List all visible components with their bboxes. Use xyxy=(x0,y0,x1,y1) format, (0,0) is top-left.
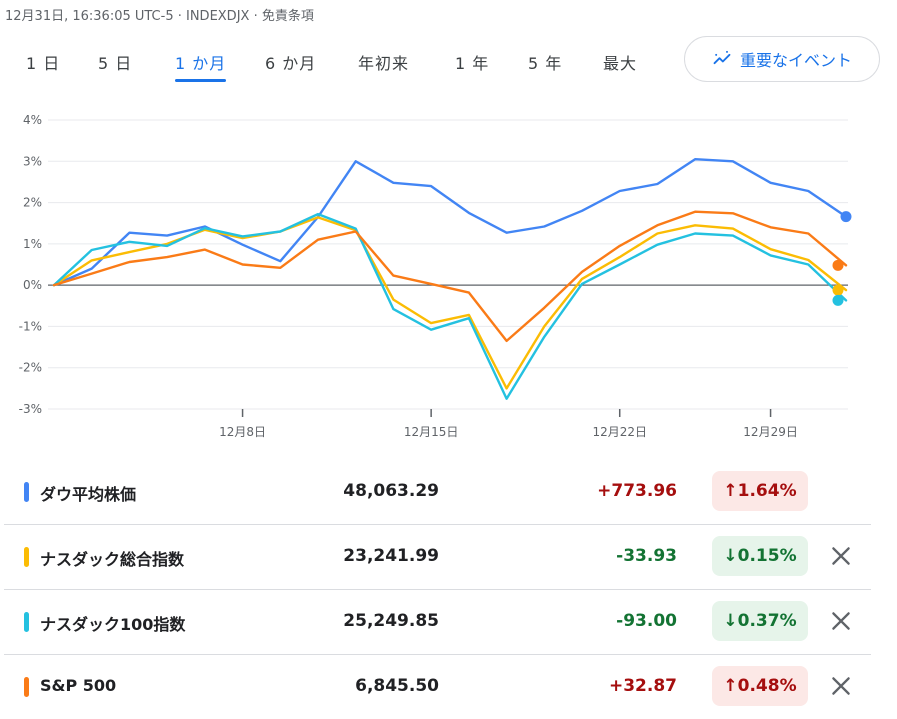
index-change-percent: ↓0.15% xyxy=(712,536,808,576)
x-tick-label: 12月8日 xyxy=(219,425,266,439)
y-tick-label: -1% xyxy=(19,319,42,333)
key-events-label: 重要なイベント xyxy=(739,51,852,70)
y-tick-label: 1% xyxy=(23,237,42,251)
index-change-percent: ↓0.37% xyxy=(712,601,808,641)
index-row-nasdaq100[interactable]: ナスダック100指数 25,249.85 -93.00 ↓0.37% xyxy=(4,590,871,655)
index-change-percent: ↑1.64% xyxy=(712,471,808,511)
header-meta: 12月31日, 16:36:05 UTC-5 · INDEXDJX · 免責条項 xyxy=(5,9,314,24)
y-tick-label: 4% xyxy=(23,113,42,127)
index-row-nasdaq[interactable]: ナスダック総合指数 23,241.99 -33.93 ↓0.15% xyxy=(4,525,871,590)
tab-1m[interactable]: 1 か月 xyxy=(175,50,227,82)
x-tick-label: 12月29日 xyxy=(743,425,798,439)
y-tick-label: 0% xyxy=(23,278,42,292)
series-end-point-3 xyxy=(832,259,844,271)
index-row-dow[interactable]: ダウ平均株価 48,063.29 +773.96 ↑1.64% xyxy=(4,460,871,525)
key-events-button[interactable]: 重要なイベント xyxy=(684,36,880,82)
tab-1y[interactable]: 1 年 xyxy=(455,54,490,73)
index-change: -33.93 xyxy=(616,546,677,566)
series-color-swatch xyxy=(24,547,29,567)
index-change: +773.96 xyxy=(597,481,677,501)
tab-6m[interactable]: 6 か月 xyxy=(265,54,317,73)
series-line-2 xyxy=(52,212,848,400)
range-tabs: 1 日 5 日 1 か月 6 か月 年初来 1 年 5 年 最大 xyxy=(0,36,897,86)
tab-ytd[interactable]: 年初来 xyxy=(358,54,410,73)
index-price: 48,063.29 xyxy=(343,481,439,501)
tab-max[interactable]: 最大 xyxy=(603,54,638,73)
index-name: ナスダック100指数 xyxy=(40,615,186,634)
y-tick-label: 2% xyxy=(23,196,42,210)
index-change: -93.00 xyxy=(616,611,677,631)
tab-5y[interactable]: 5 年 xyxy=(528,54,563,73)
index-name: ナスダック総合指数 xyxy=(40,550,185,569)
index-row-sp500[interactable]: S&P 500 6,845.50 +32.87 ↑0.48% xyxy=(4,655,871,719)
tab-5d[interactable]: 5 日 xyxy=(98,54,133,73)
remove-close-icon[interactable] xyxy=(828,608,854,634)
y-tick-label: -2% xyxy=(19,361,42,375)
series-color-swatch xyxy=(24,482,29,502)
index-price: 6,845.50 xyxy=(355,676,439,696)
series-end-point-0 xyxy=(840,211,852,223)
tab-1m-label: 1 か月 xyxy=(175,54,227,73)
index-name: S&P 500 xyxy=(40,676,117,695)
active-tab-underline xyxy=(175,79,227,82)
index-price: 25,249.85 xyxy=(343,611,439,631)
remove-close-icon[interactable] xyxy=(828,543,854,569)
comparison-line-chart: 4% 3% 2% 1% 0% -1% -2% -3% 12月8日 12月15日 12月22日 12月2… xyxy=(19,113,852,439)
y-tick-label: -3% xyxy=(19,402,42,416)
index-price: 23,241.99 xyxy=(343,546,439,566)
series-color-swatch xyxy=(24,612,29,632)
insights-icon xyxy=(713,50,731,65)
x-tick-label: 12月15日 xyxy=(404,425,459,439)
index-name: ダウ平均株価 xyxy=(40,485,137,504)
x-tick-label: 12月22日 xyxy=(592,425,647,439)
series-line-0 xyxy=(52,158,848,287)
index-change: +32.87 xyxy=(608,676,677,696)
y-tick-label: 3% xyxy=(23,154,42,168)
series-end-point-2 xyxy=(832,294,844,306)
index-change-percent: ↑0.48% xyxy=(712,666,808,706)
series-color-swatch xyxy=(24,677,29,697)
index-list: ダウ平均株価 48,063.29 +773.96 ↑1.64% ナスダック総合指… xyxy=(4,460,871,719)
remove-close-icon[interactable] xyxy=(828,673,854,699)
tab-1d[interactable]: 1 日 xyxy=(26,54,61,73)
series-end-point-1 xyxy=(832,284,844,296)
series-line-3 xyxy=(52,210,848,343)
